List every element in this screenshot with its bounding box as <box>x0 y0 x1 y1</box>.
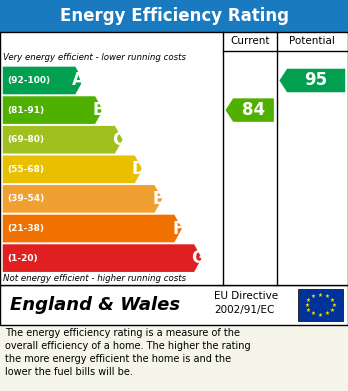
Bar <box>298 289 343 321</box>
Text: D: D <box>131 160 145 178</box>
Text: C: C <box>112 131 125 149</box>
Text: 95: 95 <box>304 72 328 90</box>
Text: Very energy efficient - lower running costs: Very energy efficient - lower running co… <box>3 53 186 62</box>
Text: (92-100): (92-100) <box>7 76 50 85</box>
Text: B: B <box>92 101 105 119</box>
Text: EU Directive
2002/91/EC: EU Directive 2002/91/EC <box>214 291 278 315</box>
Text: ★: ★ <box>331 303 336 307</box>
Text: ★: ★ <box>318 292 323 298</box>
Text: G: G <box>191 249 204 267</box>
Polygon shape <box>226 99 274 122</box>
Text: Potential: Potential <box>290 36 335 47</box>
Text: ★: ★ <box>306 298 311 303</box>
Bar <box>0 32 348 285</box>
Text: A: A <box>72 72 85 90</box>
Text: ★: ★ <box>311 311 316 316</box>
Polygon shape <box>3 215 182 242</box>
Text: 84: 84 <box>242 101 265 119</box>
Text: (69-80): (69-80) <box>7 135 44 144</box>
Text: F: F <box>172 219 183 237</box>
Text: Energy Efficiency Rating: Energy Efficiency Rating <box>60 7 288 25</box>
Text: ★: ★ <box>311 294 316 299</box>
Bar <box>0 0 348 32</box>
Polygon shape <box>3 185 162 213</box>
Text: ★: ★ <box>304 303 309 307</box>
Text: ★: ★ <box>324 311 330 316</box>
Text: England & Wales: England & Wales <box>10 296 181 314</box>
Polygon shape <box>3 126 122 154</box>
Text: ★: ★ <box>306 307 311 312</box>
Text: (21-38): (21-38) <box>7 224 44 233</box>
Text: (39-54): (39-54) <box>7 194 44 203</box>
Text: ★: ★ <box>324 294 330 299</box>
Polygon shape <box>3 156 142 183</box>
Text: (1-20): (1-20) <box>7 254 38 263</box>
Text: (81-91): (81-91) <box>7 106 44 115</box>
Bar <box>0 285 348 325</box>
Text: E: E <box>152 190 164 208</box>
Text: ★: ★ <box>318 312 323 317</box>
Text: Not energy efficient - higher running costs: Not energy efficient - higher running co… <box>3 274 186 283</box>
Text: (55-68): (55-68) <box>7 165 44 174</box>
Text: The energy efficiency rating is a measure of the
overall efficiency of a home. T: The energy efficiency rating is a measur… <box>5 328 251 377</box>
Text: Current: Current <box>230 36 269 47</box>
Polygon shape <box>3 67 83 94</box>
Bar <box>0 325 348 391</box>
Polygon shape <box>3 244 202 272</box>
Polygon shape <box>3 96 103 124</box>
Text: ★: ★ <box>330 307 334 312</box>
Text: ★: ★ <box>330 298 334 303</box>
Polygon shape <box>279 69 345 92</box>
